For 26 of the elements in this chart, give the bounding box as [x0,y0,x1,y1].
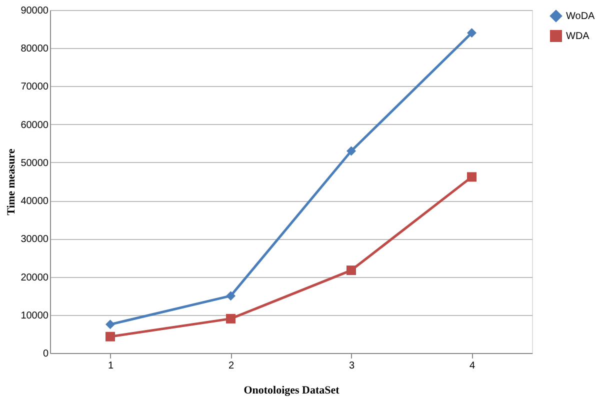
y-tick-label: 80000 [20,44,49,55]
y-tick-label: 40000 [20,196,49,208]
legend-label: WoDA [566,11,596,22]
point [226,291,236,301]
x-tick-label: 3 [348,360,355,372]
y-tick-label: 0 [42,348,49,360]
y-tick-label: 70000 [20,82,49,93]
x-tick-label: 4 [469,360,476,372]
y-axis-title: Time measure [6,148,18,216]
y-tick-label: 10000 [20,310,49,322]
x-tick-label: 1 [108,360,114,372]
point [346,146,356,156]
y-tick-label: 30000 [20,234,49,246]
point [467,28,476,38]
y-tick-label: 60000 [20,120,49,131]
point [467,172,476,182]
legend-label: WDA [566,31,590,42]
point [346,266,356,276]
point [106,320,115,330]
point [106,332,115,342]
y-tick-label: 50000 [20,158,49,169]
y-tick-label: 90000 [20,6,49,16]
y-tick-label: 20000 [20,272,49,284]
point [226,314,236,324]
x-axis-title: Onotoloiges DataSet [244,384,340,396]
x-tick-label: 2 [228,360,234,372]
